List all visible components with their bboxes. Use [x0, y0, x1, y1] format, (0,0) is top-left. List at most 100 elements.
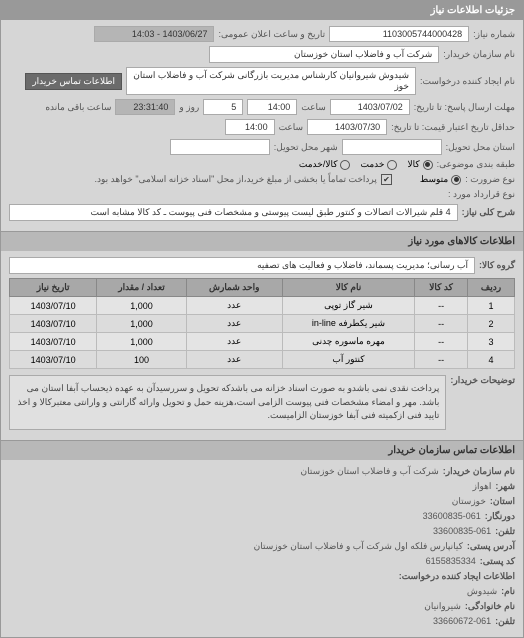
- pay-checkbox[interactable]: [381, 174, 392, 185]
- announce-label: تاریخ و ساعت اعلان عمومی:: [218, 29, 325, 40]
- contact-section-title: اطلاعات تماس سازمان خریدار: [1, 440, 523, 460]
- table-cell: 1403/07/10: [10, 315, 97, 333]
- deadline-send-time: 14:00: [247, 99, 297, 115]
- deliver-state-field: [342, 139, 442, 155]
- days-label: روز و: [179, 102, 199, 113]
- goods-section-title: اطلاعات کالاهای مورد نیاز: [1, 231, 523, 251]
- fax-label: دورنگار:: [485, 511, 515, 522]
- budget-label: طبقه بندی موضوعی:: [437, 159, 515, 170]
- goods-table: ردیف کد کالا نام کالا واحد شمارش تعداد /…: [9, 278, 515, 369]
- validity-time: 14:00: [225, 119, 275, 135]
- col-date: تاریخ نیاز: [10, 279, 97, 297]
- deadline-send-label: مهلت ارسال پاسخ: تا تاریخ:: [414, 102, 515, 113]
- table-cell: --: [415, 297, 468, 315]
- table-cell: 1: [467, 297, 514, 315]
- name-label: نام:: [501, 586, 515, 597]
- deadline-send-date: 1403/07/02: [330, 99, 410, 115]
- table-cell: عدد: [186, 351, 282, 369]
- table-cell: عدد: [186, 315, 282, 333]
- req-no-field: 1103005744000428: [329, 26, 469, 42]
- remain-label: ساعت باقی مانده: [45, 102, 111, 113]
- col-row: ردیف: [467, 279, 514, 297]
- province-label: استان:: [490, 496, 515, 507]
- radio-dot-icon: [423, 160, 433, 170]
- goods-group-label: گروه کالا:: [479, 260, 515, 271]
- buyer-label: نام سازمان خریدار:: [443, 49, 515, 60]
- table-cell: 1403/07/10: [10, 333, 97, 351]
- warranty-label: نوع قرارداد مورد :: [448, 189, 515, 200]
- table-cell: شیر یکطرفه in-line: [282, 315, 415, 333]
- time-label-2: ساعت: [279, 122, 304, 133]
- deliver-state-label: استان محل تحویل:: [446, 142, 515, 153]
- table-cell: 1403/07/10: [10, 297, 97, 315]
- table-cell: عدد: [186, 333, 282, 351]
- requester-label: نام ایجاد کننده درخواست:: [420, 76, 515, 87]
- col-qty: تعداد / مقدار: [97, 279, 187, 297]
- remain-time: 23:31:40: [115, 99, 175, 115]
- table-row: 3--مهره ماسوره چدنیعدد1,0001403/07/10: [10, 333, 515, 351]
- panel-body: شماره نیاز: 1103005744000428 تاریخ و ساع…: [1, 20, 523, 231]
- org-label: نام سازمان خریدار:: [443, 466, 515, 477]
- table-cell: 3: [467, 333, 514, 351]
- need-desc-label: شرح کلی نیاز:: [462, 207, 515, 218]
- org-val: شرکت آب و فاضلاب استان خوزستان: [301, 466, 439, 477]
- deliver-city-label: شهر محل تحویل:: [274, 142, 338, 153]
- table-cell: عدد: [186, 297, 282, 315]
- table-cell: کنتور آب: [282, 351, 415, 369]
- creator-label: اطلاعات ایجاد کننده درخواست:: [399, 571, 515, 582]
- days-field: 5: [203, 99, 243, 115]
- table-row: 2--شیر یکطرفه in-lineعدد1,0001403/07/10: [10, 315, 515, 333]
- radio-dot-icon: [387, 160, 397, 170]
- panel-title: جزئیات اطلاعات نیاز: [1, 1, 523, 20]
- table-cell: مهره ماسوره چدنی: [282, 333, 415, 351]
- validity-date: 1403/07/30: [307, 119, 387, 135]
- deliver-city-field: [170, 139, 270, 155]
- requester-field: شیدوش شیروانیان کارشناس مدیریت بازرگانی …: [126, 67, 416, 95]
- post-val: 6155835334: [426, 556, 476, 566]
- name-val: شیدوش: [467, 586, 497, 597]
- table-cell: 1,000: [97, 333, 187, 351]
- post-label: کد پستی:: [480, 556, 515, 567]
- table-cell: شیر گاز توپی: [282, 297, 415, 315]
- req-no-label: شماره نیاز:: [473, 29, 515, 40]
- radio-dot-icon: [340, 160, 350, 170]
- contact-button[interactable]: اطلاعات تماس خریدار: [25, 73, 122, 90]
- goods-group-field: آب رسانی؛ مدیریت پسماند، فاضلاب و فعالیت…: [9, 257, 475, 274]
- validity-label: حداقل تاریخ اعتبار قیمت: تا تاریخ:: [391, 122, 515, 133]
- city-val: اهواز: [473, 481, 492, 492]
- table-cell: 1,000: [97, 315, 187, 333]
- table-cell: 1403/07/10: [10, 351, 97, 369]
- col-code: کد کالا: [415, 279, 468, 297]
- buyer-field: شرکت آب و فاضلاب استان خوزستان: [209, 46, 439, 63]
- time-label-1: ساعت: [301, 102, 326, 113]
- table-cell: 2: [467, 315, 514, 333]
- table-row: 4--کنتور آبعدد1001403/07/10: [10, 351, 515, 369]
- radio-dot-icon: [451, 175, 461, 185]
- radio-khedmat[interactable]: خدمت: [360, 159, 397, 170]
- table-cell: --: [415, 315, 468, 333]
- pay-note: پرداخت تماماً یا بخشی از مبلغ خرید،از مح…: [94, 174, 376, 185]
- need-details-panel: جزئیات اطلاعات نیاز شماره نیاز: 11030057…: [0, 0, 524, 638]
- radio-kala-khedmat[interactable]: کالا/خدمت: [299, 159, 351, 170]
- budget-radio-group: کالا خدمت کالا/خدمت: [299, 159, 433, 170]
- fax-val: 33600835-061: [423, 511, 481, 521]
- notes-box: پرداخت نقدی نمی باشدو به صورت اسناد خزان…: [9, 375, 446, 430]
- tel-val: 33600835-061: [433, 526, 491, 536]
- priority-label: نوع ضرورت :: [465, 174, 515, 185]
- priority-mid[interactable]: متوسط: [420, 174, 461, 185]
- phone-label: تلفن:: [495, 616, 515, 627]
- city-label: شهر:: [495, 481, 515, 492]
- addr-val: کیانپارس فلکه اول شرکت آب و فاضلاب استان…: [254, 541, 463, 552]
- province-val: خوزستان: [452, 496, 486, 507]
- table-cell: --: [415, 333, 468, 351]
- notes-label: توضیحات خریدار:: [450, 375, 515, 386]
- table-row: 1--شیر گاز توپیعدد1,0001403/07/10: [10, 297, 515, 315]
- col-unit: واحد شمارش: [186, 279, 282, 297]
- phone-val: 33660672-061: [433, 616, 491, 626]
- table-cell: 1,000: [97, 297, 187, 315]
- col-name: نام کالا: [282, 279, 415, 297]
- need-desc-field: 4 قلم شیرالات اتصالات و کنتور طبق لیست پ…: [9, 204, 458, 221]
- family-val: شیروانیان: [424, 601, 461, 612]
- radio-kala[interactable]: کالا: [407, 159, 432, 170]
- announce-date-field: 1403/06/27 - 14:03: [94, 26, 214, 42]
